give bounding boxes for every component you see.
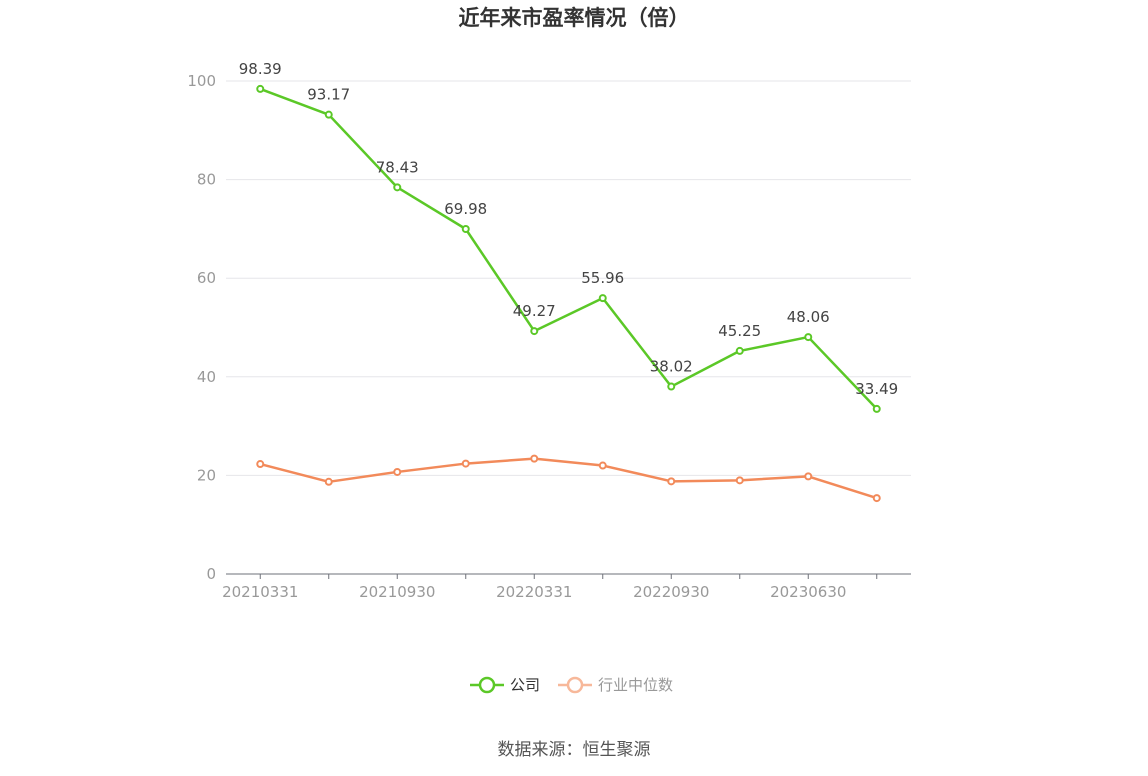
data-label: 48.06 xyxy=(787,308,830,326)
source-note: 数据来源：恒生聚源 xyxy=(498,740,651,760)
y-tick-label: 100 xyxy=(187,72,216,90)
y-tick-label: 40 xyxy=(197,368,216,386)
x-tick-label: 20230630 xyxy=(770,583,846,601)
data-point[interactable] xyxy=(461,224,470,233)
data-point[interactable] xyxy=(324,477,333,486)
data-label: 49.27 xyxy=(513,302,556,320)
y-axis: 0 20 40 60 80 100 xyxy=(187,72,216,583)
x-tick-label: 20220930 xyxy=(633,583,709,601)
data-label: 93.17 xyxy=(307,86,350,104)
series-industry-median xyxy=(256,454,881,503)
data-label: 69.98 xyxy=(444,200,487,218)
legend-item-industry-median[interactable]: 行业中位数 xyxy=(558,676,673,694)
y-tick-label: 0 xyxy=(206,565,216,583)
data-point[interactable] xyxy=(804,472,813,481)
data-point[interactable] xyxy=(598,461,607,470)
data-point[interactable] xyxy=(667,382,676,391)
series-company xyxy=(256,84,881,413)
chart-title: 近年来市盈率情况（倍） xyxy=(459,6,690,30)
data-label: 98.39 xyxy=(239,60,282,78)
data-label: 38.02 xyxy=(650,358,693,376)
data-point[interactable] xyxy=(872,404,881,413)
x-tick-label: 20210930 xyxy=(359,583,435,601)
legend[interactable]: 公司 行业中位数 xyxy=(470,676,673,694)
legend-label: 公司 xyxy=(510,676,540,694)
grid-lines xyxy=(226,80,911,476)
x-axis: 20210331 20210930 20220331 20220930 20230630 xyxy=(222,573,911,601)
series-line xyxy=(259,457,878,500)
x-tick-label: 20210331 xyxy=(222,583,298,601)
legend-marker xyxy=(566,676,584,694)
data-point[interactable] xyxy=(735,346,744,355)
data-point[interactable] xyxy=(530,454,539,463)
legend-marker xyxy=(478,676,496,694)
legend-item-company[interactable]: 公司 xyxy=(470,676,540,694)
x-tick-label: 20220331 xyxy=(496,583,572,601)
data-point[interactable] xyxy=(804,333,813,342)
data-point[interactable] xyxy=(393,183,402,192)
series-layer xyxy=(256,84,881,503)
data-point[interactable] xyxy=(256,84,265,93)
data-point[interactable] xyxy=(461,459,470,468)
data-labels: 98.39 93.17 78.43 69.98 49.27 55.96 38.02 45.25… xyxy=(239,60,898,398)
data-label: 55.96 xyxy=(581,269,624,287)
data-point[interactable] xyxy=(667,477,676,486)
data-point[interactable] xyxy=(256,460,265,469)
data-label: 45.25 xyxy=(718,322,761,340)
y-tick-label: 20 xyxy=(197,466,216,484)
data-label: 33.49 xyxy=(855,380,898,398)
series-line xyxy=(259,87,878,410)
data-point[interactable] xyxy=(735,476,744,485)
data-point[interactable] xyxy=(324,110,333,119)
data-point[interactable] xyxy=(530,327,539,336)
data-point[interactable] xyxy=(598,294,607,303)
y-tick-label: 80 xyxy=(197,171,216,189)
data-point[interactable] xyxy=(872,494,881,503)
y-tick-label: 60 xyxy=(197,269,216,287)
legend-label: 行业中位数 xyxy=(598,676,673,694)
data-label: 78.43 xyxy=(376,158,419,176)
data-point[interactable] xyxy=(393,467,402,476)
